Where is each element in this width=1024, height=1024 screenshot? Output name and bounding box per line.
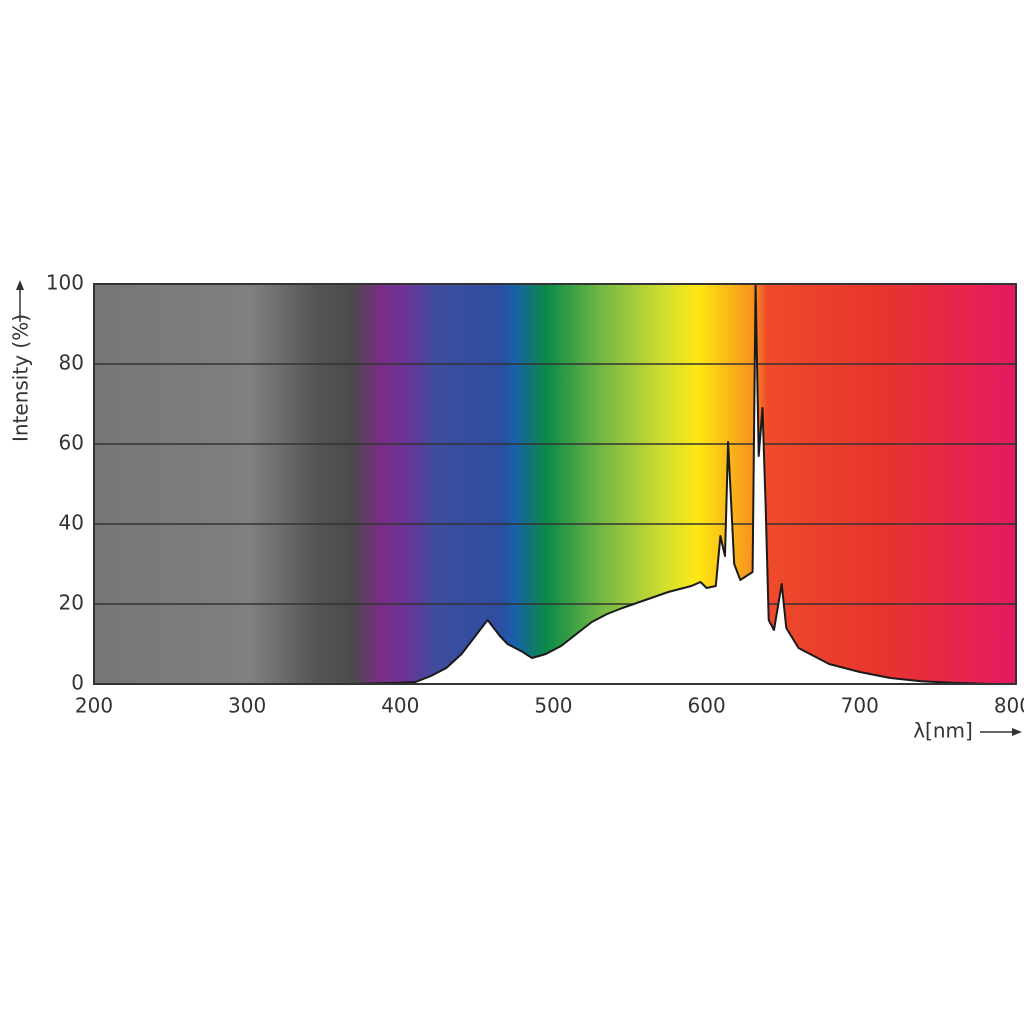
x-tick-label: 800 bbox=[994, 694, 1024, 718]
x-arrow bbox=[980, 728, 1022, 736]
y-tick-label: 20 bbox=[59, 591, 84, 615]
spectrum-background bbox=[94, 284, 1016, 684]
y-tick-label: 40 bbox=[59, 511, 84, 535]
plot-frame bbox=[93, 283, 1017, 685]
x-tick-label: 500 bbox=[534, 694, 572, 718]
x-tick-label: 400 bbox=[381, 694, 419, 718]
x-tick-label: 600 bbox=[688, 694, 726, 718]
y-tick-label: 100 bbox=[46, 271, 84, 295]
spectrum-line bbox=[354, 283, 991, 685]
y-arrow bbox=[16, 280, 24, 322]
y-tick-label: 60 bbox=[59, 431, 84, 455]
y-tick-label: 80 bbox=[59, 351, 84, 375]
x-tick-label: 200 bbox=[75, 694, 113, 718]
spectrum-area bbox=[354, 284, 990, 684]
x-tick-label: 300 bbox=[228, 694, 266, 718]
y-tick-label: 0 bbox=[71, 671, 84, 695]
x-tick-label: 700 bbox=[841, 694, 879, 718]
y-axis-label: Intensity (%) bbox=[9, 314, 33, 442]
x-axis-label: λ[nm] bbox=[913, 719, 973, 743]
